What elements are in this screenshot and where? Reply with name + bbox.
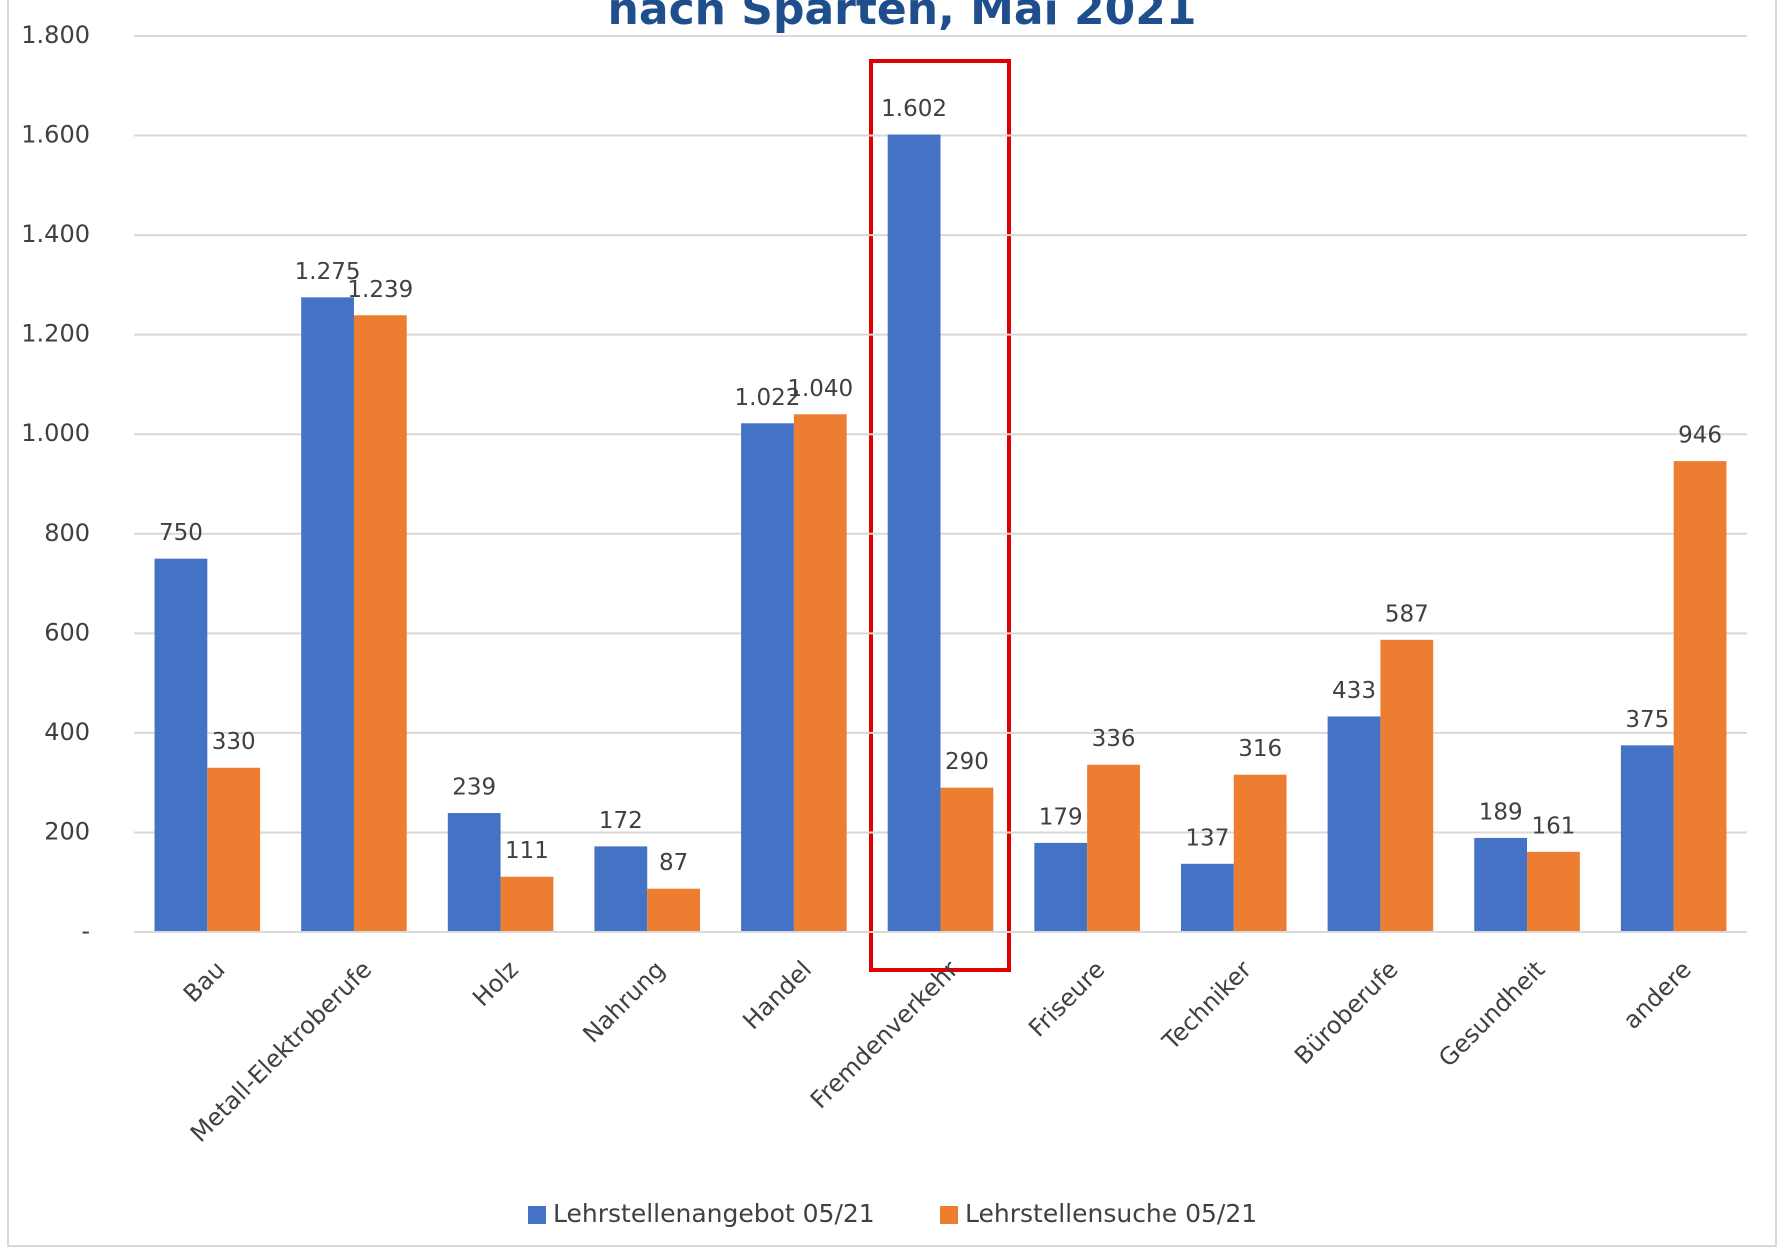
x-tick-label: Fremdenverkehr bbox=[805, 955, 964, 1114]
x-tick-label: Nahrung bbox=[578, 955, 671, 1048]
data-label: 189 bbox=[1479, 799, 1523, 825]
data-label: 316 bbox=[1238, 736, 1282, 762]
bar bbox=[154, 558, 208, 932]
bar bbox=[1527, 851, 1580, 932]
bar bbox=[1673, 461, 1727, 932]
bar bbox=[1180, 863, 1234, 932]
data-label: 587 bbox=[1385, 601, 1429, 627]
bar bbox=[647, 888, 701, 932]
data-label: 290 bbox=[945, 749, 989, 775]
chart-title: nach Sparten, Mai 2021 bbox=[608, 0, 1197, 35]
bar bbox=[1034, 842, 1088, 932]
bar bbox=[447, 813, 501, 932]
data-label: 433 bbox=[1332, 678, 1376, 704]
legend-label: Lehrstellensuche 05/21 bbox=[965, 1199, 1257, 1228]
bar bbox=[353, 315, 407, 933]
data-label: 172 bbox=[599, 808, 643, 834]
x-tick-label: andere bbox=[1618, 955, 1697, 1034]
data-label: 111 bbox=[505, 838, 549, 864]
data-label: 87 bbox=[659, 850, 688, 876]
data-label: 161 bbox=[1531, 813, 1575, 839]
bar bbox=[301, 297, 354, 932]
data-label: 1.022 bbox=[735, 385, 801, 411]
y-tick-label: 1.200 bbox=[21, 320, 90, 348]
y-tick-label: 1.800 bbox=[21, 21, 90, 49]
y-tick-label: 1.600 bbox=[21, 121, 90, 149]
x-tick-label: Holz bbox=[467, 955, 524, 1012]
x-tick-label: Gesundheit bbox=[1433, 955, 1550, 1072]
y-tick-label: 600 bbox=[44, 618, 90, 646]
bar bbox=[594, 846, 648, 932]
data-label: 1.239 bbox=[347, 277, 413, 303]
y-tick-label: 200 bbox=[44, 817, 90, 845]
bar bbox=[1233, 774, 1287, 932]
data-label: 1.040 bbox=[787, 376, 853, 402]
x-tick-label: Techniker bbox=[1156, 955, 1257, 1056]
legend-swatch bbox=[940, 1206, 958, 1224]
bar bbox=[1474, 837, 1528, 932]
x-tick-label: Friseure bbox=[1023, 955, 1110, 1042]
bar bbox=[500, 876, 554, 932]
legend-swatch bbox=[528, 1206, 546, 1224]
bar bbox=[741, 423, 794, 932]
bar bbox=[793, 414, 847, 932]
x-tick-label: Büroberufe bbox=[1289, 955, 1404, 1070]
data-label: 750 bbox=[159, 520, 203, 546]
data-label: 946 bbox=[1678, 423, 1722, 449]
data-label: 239 bbox=[452, 775, 496, 801]
legend-label: Lehrstellenangebot 05/21 bbox=[553, 1199, 875, 1228]
bar bbox=[207, 767, 261, 932]
chart-border bbox=[7, 0, 1777, 1247]
bar bbox=[1087, 764, 1140, 932]
bar bbox=[940, 787, 994, 932]
x-tick-label: Handel bbox=[737, 955, 817, 1035]
y-tick-label: 400 bbox=[44, 718, 90, 746]
data-label: 330 bbox=[212, 729, 256, 755]
y-tick-label: - bbox=[81, 917, 90, 945]
bar bbox=[1327, 716, 1381, 932]
y-tick-label: 1.000 bbox=[21, 419, 90, 447]
data-label: 375 bbox=[1625, 707, 1669, 733]
bar bbox=[1620, 745, 1674, 932]
data-label: 179 bbox=[1039, 804, 1083, 830]
bar bbox=[887, 134, 941, 932]
highlight-box bbox=[869, 59, 1011, 972]
y-tick-label: 800 bbox=[44, 519, 90, 547]
data-label: 1.602 bbox=[881, 96, 947, 122]
data-label: 1.275 bbox=[295, 259, 361, 285]
data-label: 336 bbox=[1092, 726, 1136, 752]
x-tick-label: Bau bbox=[178, 955, 231, 1008]
y-tick-label: 1.400 bbox=[21, 220, 90, 248]
bar bbox=[1380, 639, 1434, 932]
data-label: 137 bbox=[1185, 825, 1229, 851]
